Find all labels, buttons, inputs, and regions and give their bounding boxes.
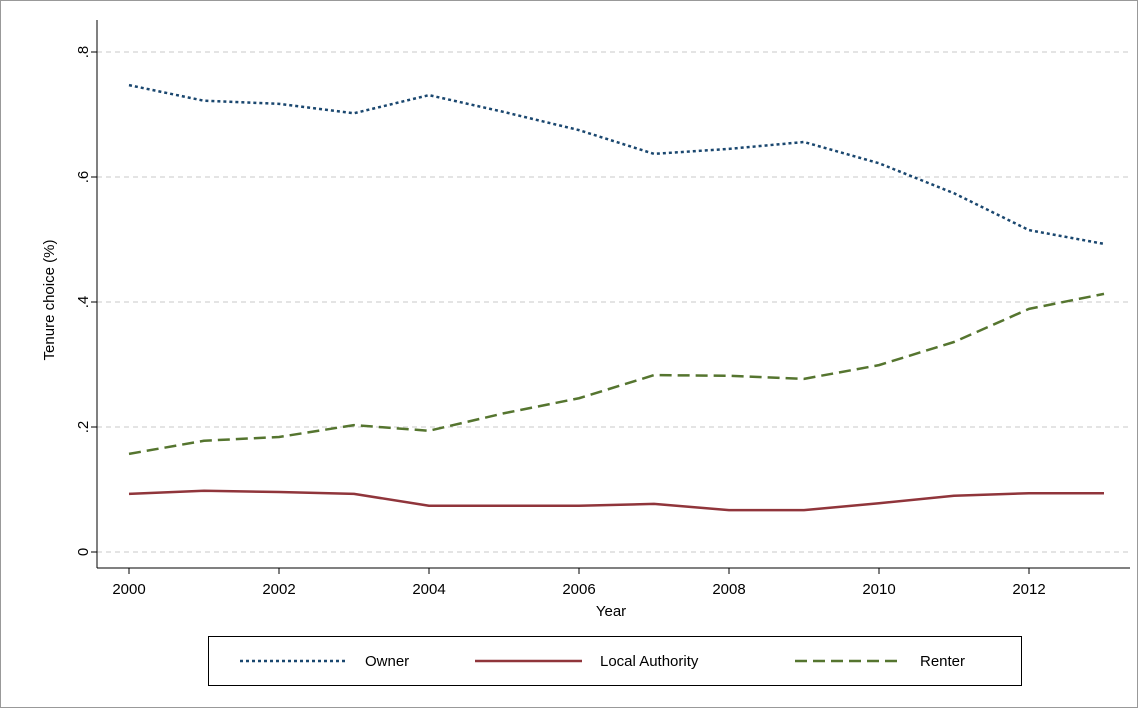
x-tick-label: 2004: [412, 581, 445, 598]
legend-label: Renter: [920, 653, 965, 670]
legend-label: Owner: [365, 653, 409, 670]
x-tick-label: 2002: [262, 581, 295, 598]
x-tick-label: 2006: [562, 581, 595, 598]
line-series: [128, 292, 1105, 456]
y-tick-label: .2: [75, 421, 92, 434]
x-tick-label: 2008: [712, 581, 745, 598]
x-tick-label: 2010: [862, 581, 895, 598]
line-series: [128, 489, 1104, 512]
legend-label: Local Authority: [600, 653, 699, 670]
line-series: [128, 83, 1105, 246]
y-tick-label: .4: [75, 296, 92, 309]
x-tick-label: 2000: [112, 581, 145, 598]
x-axis-title: Year: [596, 603, 626, 620]
y-tick-label: .6: [75, 171, 92, 184]
x-tick-label: 2012: [1012, 581, 1045, 598]
y-tick-label: 0: [75, 548, 92, 556]
y-tick-label: .8: [75, 46, 92, 59]
y-axis-title: Tenure choice (%): [41, 240, 58, 361]
